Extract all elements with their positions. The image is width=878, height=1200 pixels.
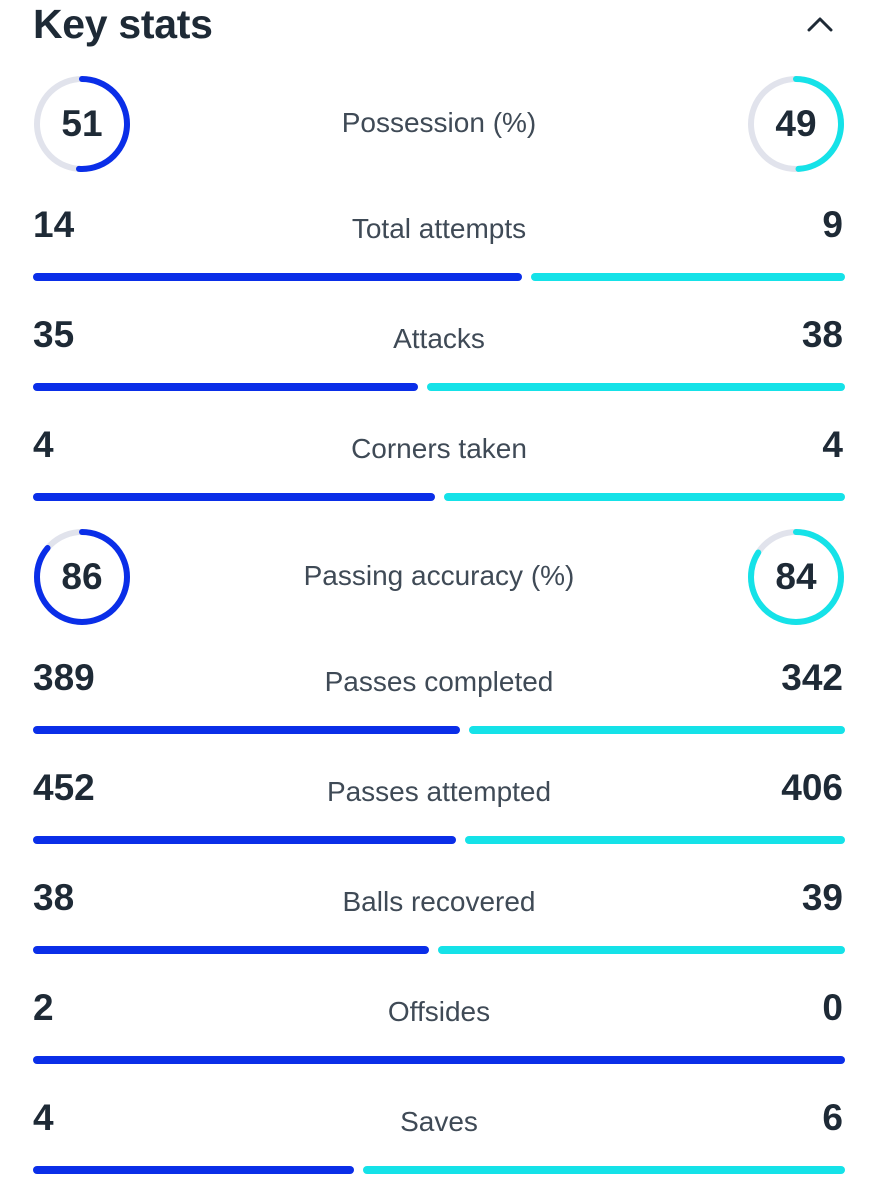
stat-label-corners-taken: Corners taken [351, 433, 527, 464]
key-stats-header: Key stats [0, 0, 878, 60]
stat-label-saves: Saves [400, 1106, 478, 1137]
away-saves-bar [363, 1166, 845, 1174]
away-passing-accuracy-value: 84 [775, 556, 817, 597]
stat-label-passing-accuracy: Passing accuracy (%) [303, 560, 575, 591]
away-corners-taken-bar [443, 493, 845, 501]
home-total-attempts-bar [33, 273, 522, 281]
home-passes-attempted-bar [33, 836, 457, 844]
away-passes-completed-bar [469, 726, 845, 734]
home-balls-recovered-bar [33, 946, 430, 954]
home-attacks-bar [33, 383, 418, 391]
home-saves: 4 [33, 1097, 54, 1138]
away-offsides: 0 [822, 987, 843, 1028]
away-passes-attempted: 406 [781, 767, 843, 808]
away-total-attempts-bar [530, 273, 845, 281]
home-offsides-bar [33, 1056, 845, 1064]
stat-label-attacks: Attacks [393, 323, 485, 354]
section-title: Key stats [33, 1, 213, 47]
away-attacks: 38 [801, 314, 843, 355]
away-passes-completed: 342 [781, 657, 843, 698]
home-balls-recovered: 38 [33, 877, 75, 918]
home-corners-taken: 4 [33, 424, 54, 465]
home-saves-bar [33, 1166, 355, 1174]
stat-label-possession: Possession (%) [341, 107, 537, 138]
stat-label-balls-recovered: Balls recovered [342, 886, 536, 917]
home-possession-ring: 51 [32, 74, 132, 174]
away-corners-taken: 4 [822, 424, 843, 465]
stat-label-total-attempts: Total attempts [351, 213, 527, 244]
home-passes-attempted: 452 [33, 767, 95, 808]
away-possession-value: 49 [775, 103, 817, 144]
away-possession-ring: 49 [746, 74, 846, 174]
away-passing-accuracy-ring: 84 [746, 527, 846, 627]
chevron-up-icon [807, 17, 833, 32]
away-balls-recovered-bar [438, 946, 845, 954]
away-attacks-bar [427, 383, 845, 391]
home-possession-value: 51 [61, 103, 103, 144]
home-offsides: 2 [33, 987, 54, 1028]
home-passing-accuracy-ring: 86 [32, 527, 132, 627]
away-saves: 6 [822, 1097, 843, 1138]
stat-label-passes-completed: Passes completed [324, 666, 554, 697]
home-passes-completed: 389 [33, 657, 95, 698]
home-attacks: 35 [33, 314, 75, 355]
collapse-button[interactable] [800, 6, 840, 42]
home-passes-completed-bar [33, 726, 461, 734]
home-total-attempts: 14 [33, 204, 75, 245]
away-passes-attempted-bar [465, 836, 845, 844]
stat-label-passes-attempted: Passes attempted [326, 776, 552, 807]
stat-label-offsides: Offsides [387, 996, 491, 1027]
away-total-attempts: 9 [822, 204, 843, 245]
home-passing-accuracy-value: 86 [61, 556, 103, 597]
home-corners-taken-bar [33, 493, 435, 501]
away-balls-recovered: 39 [801, 877, 843, 918]
